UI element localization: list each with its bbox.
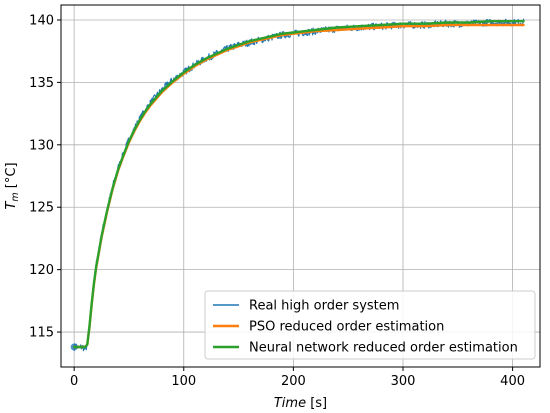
legend-label-2: Neural network reduced order estimation — [249, 341, 518, 356]
y-tick-label: 140 — [29, 13, 54, 28]
x-tick-label: 0 — [70, 374, 78, 389]
x-axis-label: Time [s] — [274, 396, 327, 411]
y-tick-label: 135 — [29, 76, 54, 91]
legend-label-0: Real high order system — [249, 299, 399, 314]
x-tick-label: 100 — [171, 374, 196, 389]
legend-label-1: PSO reduced order estimation — [249, 320, 444, 335]
x-tick-label: 200 — [281, 374, 306, 389]
axis-ticks: 0 100 200 300 400 115 120 125 130 135 140 — [29, 13, 525, 389]
series-lines — [70, 18, 525, 352]
y-tick-label: 125 — [29, 201, 54, 216]
y-tick-label: 130 — [29, 138, 54, 153]
legend-box — [204, 290, 536, 360]
y-tick-label: 120 — [29, 263, 54, 278]
y-tick-label: 115 — [29, 326, 54, 341]
series-line-2 — [73, 20, 525, 349]
x-tick-label: 300 — [391, 374, 416, 389]
grid — [61, 5, 540, 367]
legend: Real high order system PSO reduced order … — [204, 290, 536, 360]
x-tick-label: 400 — [500, 374, 525, 389]
plot-frame — [60, 4, 541, 368]
y-axis-label: Tm [°C] — [4, 162, 21, 209]
